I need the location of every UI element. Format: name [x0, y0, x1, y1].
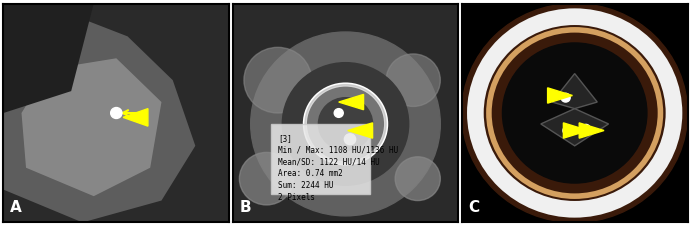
Circle shape [386, 55, 440, 107]
Polygon shape [348, 123, 372, 138]
Circle shape [283, 63, 408, 185]
Polygon shape [3, 15, 196, 222]
Text: B: B [239, 199, 251, 214]
Circle shape [319, 98, 372, 151]
FancyBboxPatch shape [271, 124, 370, 194]
Circle shape [563, 126, 573, 136]
Polygon shape [21, 59, 162, 196]
Polygon shape [3, 5, 94, 114]
Polygon shape [579, 123, 604, 138]
Circle shape [111, 108, 122, 119]
Circle shape [305, 85, 386, 164]
Circle shape [561, 94, 570, 103]
Circle shape [239, 153, 294, 205]
Text: A: A [10, 199, 22, 214]
Polygon shape [123, 109, 148, 127]
Circle shape [502, 44, 647, 183]
Circle shape [462, 5, 688, 222]
Polygon shape [339, 95, 363, 110]
Circle shape [251, 33, 440, 216]
Polygon shape [547, 89, 572, 104]
Polygon shape [541, 109, 609, 146]
Polygon shape [563, 123, 588, 138]
Polygon shape [552, 74, 597, 109]
Circle shape [334, 109, 343, 118]
Circle shape [344, 134, 356, 145]
Text: [3]
Min / Max: 1108 HU/1136 HU
Mean/SD: 1122 HU/14 HU
Area: 0.74 mm2
Sum: 2244 H: [3] Min / Max: 1108 HU/1136 HU Mean/SD: … [278, 133, 398, 201]
Circle shape [395, 157, 440, 201]
Text: C: C [468, 199, 480, 214]
Circle shape [582, 125, 590, 133]
Circle shape [244, 48, 312, 114]
